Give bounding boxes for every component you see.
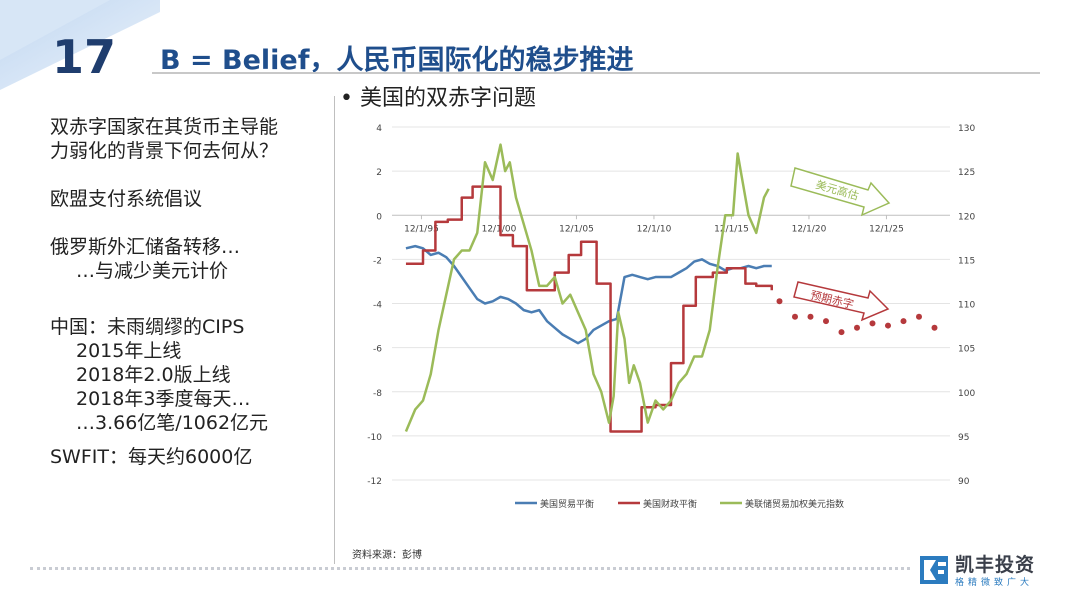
y-left-tick-label: 2 — [376, 168, 382, 178]
forecast-point — [885, 322, 891, 329]
logo-name: 凯丰投资 — [955, 554, 1036, 576]
source-note: 资料来源：彭博 — [352, 550, 422, 561]
text-line: 2015年上线 — [76, 340, 182, 362]
y-left-tick-label: 4 — [376, 124, 382, 134]
column-divider — [334, 96, 335, 564]
text-line: 力弱化的背景下何去何从？ — [50, 140, 279, 162]
text-line: SWFIT：每天约6000亿 — [50, 446, 253, 468]
legend-label: 美国贸易平衡 — [540, 498, 594, 510]
arrow-expected-deficit — [793, 281, 890, 322]
x-tick-label: 12/1/95 — [404, 224, 439, 234]
x-tick-label: 12/1/05 — [559, 224, 594, 234]
text-line: 欧盟支付系统倡议 — [50, 188, 203, 210]
y-right-tick-label: 120 — [958, 212, 975, 222]
y-left-tick-label: -8 — [373, 389, 382, 399]
forecast-point — [838, 329, 845, 336]
y-right-tick-label: 100 — [958, 389, 975, 399]
y-right-tick-label: 130 — [958, 124, 975, 134]
chart-title: • 美国的双赤字问题 — [340, 86, 536, 111]
logo-tagline: 格精微致广大 — [955, 578, 1034, 588]
y-left-tick-label: -10 — [367, 433, 382, 443]
forecast-point — [792, 313, 798, 320]
forecast-point — [916, 313, 922, 320]
text-line: 2018年3季度每天… — [76, 388, 251, 410]
text-line: 2018年2.0版上线 — [76, 364, 231, 386]
slide-number: 17 — [52, 30, 117, 84]
y-right-tick-label: 95 — [958, 433, 969, 443]
x-tick-label: 12/1/00 — [482, 224, 517, 234]
series-line-2 — [404, 143, 770, 432]
y-right-tick-label: 115 — [958, 256, 975, 266]
forecast-point — [900, 318, 907, 325]
title-divider — [152, 72, 1040, 74]
legend-label: 美联储贸易加权美元指数 — [745, 498, 844, 510]
forecast-point — [823, 318, 829, 325]
y-right-tick-label: 90 — [958, 477, 970, 487]
text-line: 双赤字国家在其货币主导能 — [50, 116, 279, 138]
bullet-text: 双赤字国家在其货币主导能 力弱化的背景下何去何从？ 欧盟支付系统倡议 俄罗斯外汇… — [50, 115, 335, 469]
forecast-point — [776, 298, 783, 305]
text-line: …3.66亿笔/1062亿元 — [76, 412, 269, 434]
forecast-point — [807, 313, 814, 320]
y-left-tick-label: -4 — [373, 301, 382, 311]
x-tick-label: 12/1/25 — [869, 224, 904, 234]
y-right-tick-label: 125 — [958, 168, 975, 178]
series-line-0 — [405, 244, 772, 345]
y-left-tick-label: -2 — [373, 256, 382, 266]
y-left-tick-label: -12 — [367, 477, 382, 487]
corner-decoration — [0, 0, 160, 90]
forecast-point — [854, 324, 860, 331]
arrow-dollar-overvalued — [790, 167, 891, 217]
x-tick-label: 12/1/20 — [792, 224, 827, 234]
forecast-point — [931, 324, 938, 331]
series-line-1 — [405, 185, 773, 433]
y-left-tick-label: -6 — [373, 345, 382, 355]
x-tick-label: 12/1/10 — [637, 224, 672, 234]
text-line: 俄罗斯外汇储备转移… — [50, 236, 241, 258]
footer-dotted-line — [30, 567, 910, 570]
legend-label: 美国财政平衡 — [643, 498, 697, 510]
y-right-tick-label: 110 — [958, 301, 975, 311]
forecast-point — [869, 320, 876, 327]
y-left-tick-label: 0 — [376, 212, 382, 222]
logo-mark — [920, 556, 948, 584]
y-right-tick-label: 105 — [958, 345, 975, 355]
slide-title: B = Belief，人民币国际化的稳步推进 — [160, 45, 634, 76]
text-line: …与减少美元计价 — [76, 260, 229, 282]
text-line: 中国：未雨绸缪的CIPS — [50, 316, 245, 338]
x-tick-label: 12/1/15 — [714, 224, 749, 234]
